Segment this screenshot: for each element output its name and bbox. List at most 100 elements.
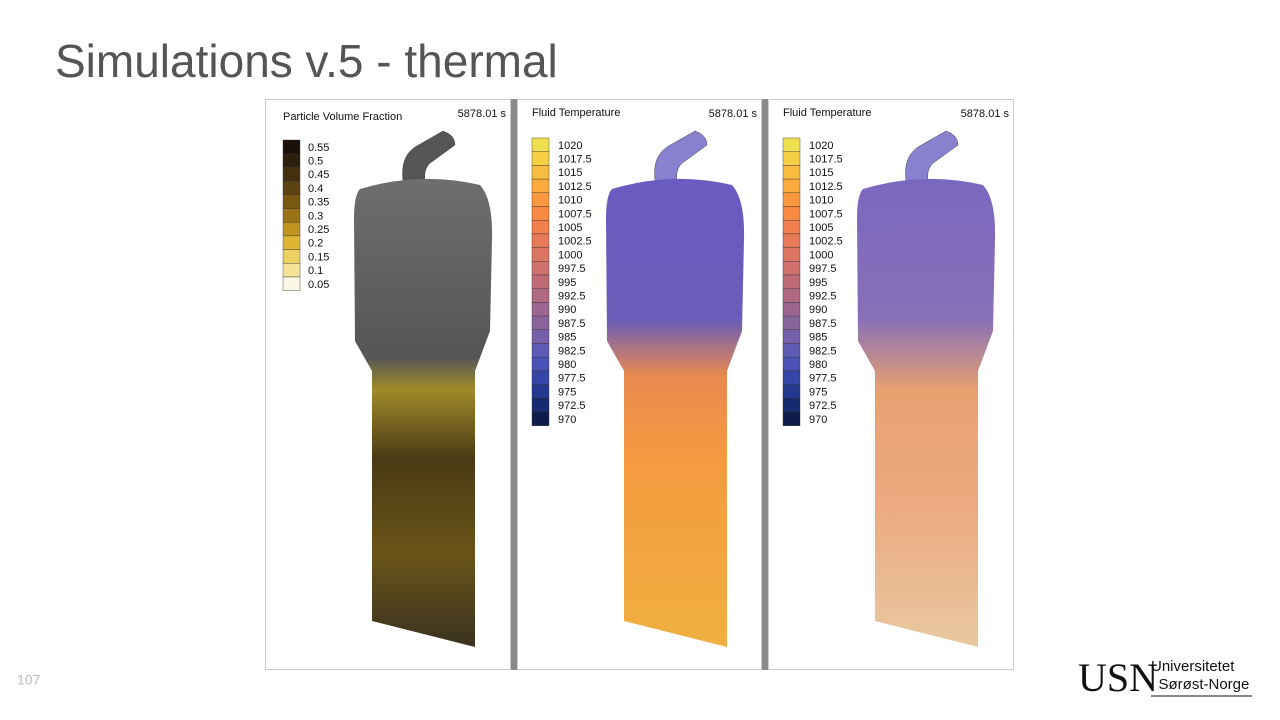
legend-label: 992.5: [809, 290, 837, 302]
legend-label: 0.5: [308, 155, 323, 167]
legend-label: 997.5: [558, 263, 586, 275]
vessel-neck: [654, 130, 708, 182]
panel-title: Fluid Temperature: [783, 107, 871, 119]
vessel-body: [606, 178, 745, 647]
legend-swatch: [782, 288, 801, 303]
legend-swatch: [782, 137, 801, 152]
panel-title: Particle Volume Fraction: [283, 111, 402, 123]
legend-label: 980: [558, 359, 576, 371]
vessel-body: [354, 178, 493, 647]
legend-label: 975: [809, 386, 827, 398]
legend-swatch: [531, 192, 550, 207]
legend-swatch: [531, 384, 550, 399]
legend-label: 1002.5: [809, 236, 843, 248]
panel-title: Fluid Temperature: [532, 107, 620, 119]
legend-swatch: [782, 384, 801, 399]
legend-swatch: [531, 247, 550, 262]
legend-label: 1015: [558, 167, 582, 179]
legend-label: 1012.5: [809, 181, 843, 193]
legend-swatch: [531, 357, 550, 372]
legend-label: 995: [809, 277, 827, 289]
legend-label: 0.25: [308, 224, 329, 236]
legend-label: 1000: [558, 249, 582, 261]
legend-label: 1000: [809, 249, 833, 261]
legend-swatch: [531, 219, 550, 235]
legend-swatch: [782, 370, 801, 385]
legend-label: 985: [809, 332, 827, 344]
vessel-body: [857, 178, 996, 647]
legend-swatch: [531, 261, 550, 276]
vessel-neck: [905, 130, 959, 182]
legend-label: 0.3: [308, 210, 323, 222]
panel-time: 5878.01 s: [709, 108, 758, 120]
legend-swatch: [782, 329, 801, 344]
legend-label: 987.5: [558, 318, 586, 330]
divider: [511, 99, 517, 670]
legend-label: 1005: [558, 222, 582, 234]
legend-swatch: [782, 302, 801, 317]
legend-swatch: [531, 315, 550, 331]
legend-label: 1017.5: [558, 153, 592, 165]
legend-swatch: [531, 288, 550, 303]
legend-swatch: [531, 178, 550, 193]
legend-label: 1007.5: [809, 208, 843, 220]
legend-label: 970: [558, 414, 576, 426]
legend-label: 982.5: [809, 345, 837, 357]
legend-swatch: [531, 206, 550, 221]
legend-swatch: [782, 315, 801, 331]
legend-swatch: [782, 219, 801, 235]
legend-swatch: [531, 274, 550, 289]
legend-swatch: [782, 165, 801, 180]
legend-swatch: [531, 151, 550, 166]
legend-swatch: [782, 192, 801, 207]
legend-swatch: [531, 302, 550, 317]
legend-swatch: [282, 221, 301, 237]
legend-label: 1020: [809, 140, 833, 152]
legend-label: 1015: [809, 167, 833, 179]
legend-label: 982.5: [558, 345, 586, 357]
legend-swatch: [531, 370, 550, 385]
legend-swatch: [782, 398, 801, 413]
vessel-neck: [402, 130, 456, 182]
legend-label: 992.5: [558, 290, 586, 302]
legend-swatch: [282, 167, 301, 182]
legend-swatch: [782, 261, 801, 276]
panel: Particle Volume Fraction 5878.01 s 0.550.5…: [265, 99, 511, 670]
legend-label: 975: [558, 386, 576, 398]
legend-label: 0.1: [308, 265, 323, 277]
logo-line: Universitetet: [1151, 658, 1235, 675]
legend-label: 1020: [558, 140, 582, 152]
legend-label: 990: [558, 304, 576, 316]
logo-mark: USN: [1078, 655, 1158, 700]
legend-swatch: [531, 343, 550, 358]
legend-swatch: [282, 263, 301, 278]
legend-swatch: [782, 411, 801, 426]
legend-label: 972.5: [558, 400, 586, 412]
legend-label: 0.05: [308, 279, 329, 291]
legend-swatch: [282, 139, 301, 154]
slide-title: Simulations v.5 - thermal: [55, 35, 558, 87]
legend-swatch: [782, 274, 801, 289]
legend-label: 0.45: [308, 169, 329, 181]
legend-label: 985: [558, 332, 576, 344]
legend-label: 1002.5: [558, 236, 592, 248]
divider: [762, 99, 768, 670]
legend-swatch: [282, 249, 301, 264]
legend-swatch: [282, 208, 301, 223]
legend-label: 1010: [809, 195, 833, 207]
legend-label: 980: [809, 359, 827, 371]
legend-swatch: [531, 137, 550, 152]
legend-swatch: [531, 233, 550, 248]
legend-label: 0.55: [308, 142, 329, 154]
legend-swatch: [531, 398, 550, 413]
legend-label: 990: [809, 304, 827, 316]
legend-label: 0.35: [308, 197, 329, 209]
legend-swatch: [282, 235, 301, 250]
legend-label: 970: [809, 414, 827, 426]
page-number: 107: [17, 672, 41, 688]
legend-label: 1010: [558, 195, 582, 207]
legend-swatch: [282, 194, 301, 209]
legend-label: 1007.5: [558, 208, 592, 220]
